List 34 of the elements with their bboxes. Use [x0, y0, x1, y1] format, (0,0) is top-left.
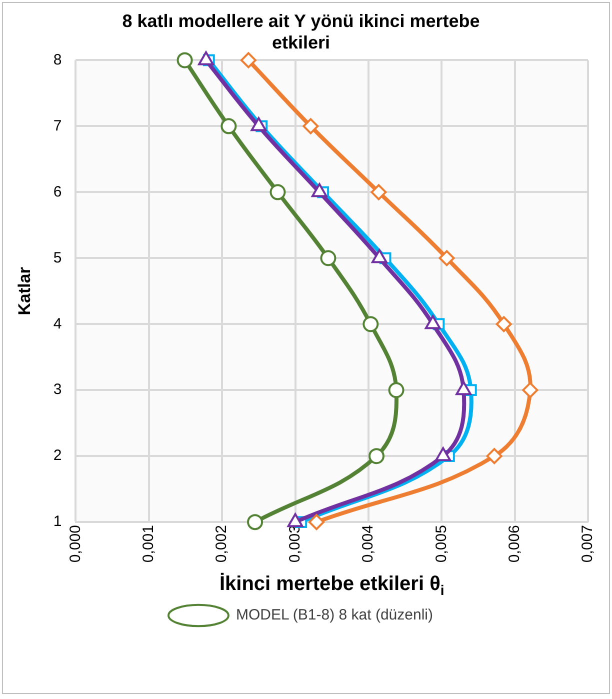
point [320, 250, 336, 266]
x-tick-label: 0,005 [432, 525, 450, 563]
point [247, 514, 264, 530]
point [220, 118, 237, 134]
point [270, 184, 286, 200]
point [496, 316, 512, 332]
x-tick-label: 0,001 [140, 525, 158, 563]
y-tick-label: 6 [53, 183, 62, 200]
x-tick-label: 0,007 [579, 525, 596, 563]
y-tick-label: 3 [53, 381, 62, 398]
y-tick-label: 4 [53, 315, 62, 332]
y-tick-label: 2 [53, 447, 62, 464]
point [362, 316, 379, 332]
y-tick-label: 8 [53, 51, 62, 68]
y-tick-label: 7 [53, 117, 62, 134]
x-tick-label: 0,000 [66, 525, 84, 563]
point [302, 118, 319, 134]
chart-title: 8 katlı modellere ait Y yönü ikinci mertebe etkileri [122, 10, 480, 52]
point [522, 382, 538, 398]
point [368, 448, 385, 464]
point [486, 448, 502, 464]
x-tick-label: 0,004 [360, 525, 377, 563]
x-tick-label: 0,006 [506, 525, 523, 563]
point [176, 52, 193, 68]
point [388, 382, 404, 398]
legend-label: MODEL (B1-8) 8 kat (düzenli) [236, 606, 433, 624]
y-tick-label: 1 [53, 513, 62, 530]
point [370, 184, 387, 200]
point [308, 514, 325, 530]
point [438, 250, 455, 266]
y-axis-title: Katlar [14, 266, 34, 316]
point [240, 52, 256, 68]
x-tick-label: 0,002 [213, 525, 230, 563]
y-tick-label: 5 [53, 249, 62, 266]
